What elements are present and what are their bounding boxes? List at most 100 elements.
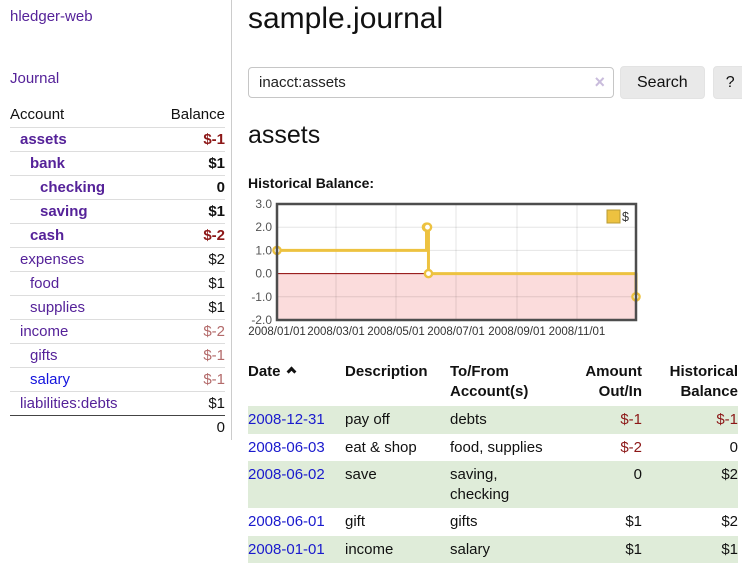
historical-balance-chart: 3.0 2.0 1.0 0.0 -1.0 -2.0 2008/01/01 2008/03/01… — [248, 197, 742, 344]
tx-date-link[interactable]: 2008-06-02 — [248, 466, 325, 483]
account-balance: $-2 — [152, 223, 225, 248]
tx-accounts-cell: gifts — [450, 513, 478, 530]
svg-text:2008/05/01: 2008/05/01 — [367, 326, 425, 338]
transaction-row: 2008-06-03 eat & shop food, supplies $-2 0 — [248, 434, 738, 462]
help-button[interactable]: ? — [712, 66, 742, 99]
balance-col-header: Balance — [170, 106, 225, 123]
svg-text:2008/09/01: 2008/09/01 — [488, 326, 546, 338]
tx-description-cell: income — [345, 540, 394, 558]
account-row: expenses $2 — [10, 247, 225, 272]
account-link[interactable]: saving — [40, 203, 88, 220]
sidebar-item-journal[interactable]: Journal — [10, 70, 60, 87]
page-title: sample.journal — [248, 2, 444, 35]
tx-date-cell: 2008-01-01 — [248, 536, 345, 564]
account-link[interactable]: checking — [40, 179, 106, 196]
main-content: sample.journal × Search ? assets Histori… — [248, 0, 742, 563]
account-link[interactable]: gifts — [30, 347, 58, 364]
account-link[interactable]: supplies — [30, 299, 86, 316]
svg-text:-2.0: -2.0 — [251, 313, 272, 327]
account-row: salary $-1 — [10, 367, 225, 392]
transaction-row: 2008-01-01 income salary $1 $1 — [248, 535, 738, 564]
account-row: liabilities:debts $1 — [10, 391, 225, 416]
tx-date-cell: 2008-06-02 — [248, 461, 345, 508]
account-row: assets $-1 — [10, 127, 225, 152]
account-link[interactable]: liabilities:debts — [20, 395, 118, 412]
accounts-total-row: 0 — [10, 415, 225, 439]
account-link[interactable]: expenses — [20, 251, 85, 268]
tx-description-cell: eat & shop — [345, 438, 417, 456]
transaction-row: 2008-06-02 save saving, checking 0 $2 — [248, 461, 738, 508]
accounts-total-value: 0 — [152, 415, 225, 439]
account-balance: $1 — [152, 295, 225, 320]
svg-text:3.0: 3.0 — [255, 197, 272, 211]
accounts-table-body: assets $-1 bank $1 checking 0 saving $1 cash $-2 e… — [10, 127, 225, 416]
tx-balance-cell: $2 — [721, 513, 738, 530]
account-link[interactable]: food — [30, 275, 60, 292]
svg-text:$: $ — [622, 210, 629, 224]
tx-description-cell: gift — [345, 513, 366, 530]
account-link[interactable]: assets — [20, 131, 67, 148]
account-balance: $1 — [152, 151, 225, 176]
search-input[interactable] — [248, 67, 614, 98]
clear-search-icon[interactable]: × — [594, 72, 605, 92]
tx-col-header[interactable]: Date — [248, 360, 345, 406]
tx-amount-cell: $1 — [625, 513, 642, 530]
account-row: supplies $1 — [10, 295, 225, 320]
account-link[interactable]: cash — [30, 227, 65, 244]
tx-accounts-cell: salary — [450, 540, 491, 558]
accounts-table: Account Balance assets $-1 bank $1 checking 0… — [10, 102, 225, 439]
account-row: gifts $-1 — [10, 343, 225, 368]
brand-link[interactable]: hledger-web — [10, 8, 93, 25]
account-heading: assets — [248, 121, 321, 149]
tx-date-link[interactable]: 2008-06-01 — [248, 513, 325, 530]
account-row: saving $1 — [10, 199, 225, 224]
tx-date-link[interactable]: 2008-06-03 — [248, 438, 325, 456]
svg-text:2.0: 2.0 — [255, 220, 272, 234]
tx-balance-cell: $1 — [721, 540, 738, 558]
account-row: income $-2 — [10, 319, 225, 344]
search-form: × Search ? — [248, 66, 742, 99]
transactions-table: Date Description To/From Account(s) Amount Ou… — [248, 360, 738, 563]
account-row: cash $-2 — [10, 223, 225, 248]
account-balance: $-1 — [152, 343, 225, 368]
tx-col-header: Description — [345, 363, 428, 380]
tx-col-header: To/From Account(s) — [450, 363, 529, 400]
transaction-row: 2008-06-01 gift gifts $1 $2 — [248, 508, 738, 536]
account-link[interactable]: salary — [30, 371, 71, 388]
account-row: checking 0 — [10, 175, 225, 200]
svg-text:2008/03/01: 2008/03/01 — [307, 326, 365, 338]
account-row: bank $1 — [10, 151, 225, 176]
account-link[interactable]: bank — [30, 155, 66, 172]
tx-description-cell: save — [345, 466, 377, 483]
tx-accounts-cell: food, supplies — [450, 438, 543, 456]
tx-date-cell: 2008-12-31 — [248, 406, 345, 434]
search-input-wrap: × — [248, 67, 614, 98]
account-balance: $-1 — [152, 367, 225, 392]
tx-amount-cell: 0 — [633, 466, 642, 483]
svg-text:1.0: 1.0 — [255, 243, 272, 257]
account-balance: $1 — [152, 271, 225, 296]
account-balance: $-1 — [152, 127, 225, 152]
tx-amount-cell: $-2 — [620, 438, 642, 456]
sidebar: hledger-web Journal Account Balance asse… — [0, 0, 232, 440]
account-balance: $2 — [152, 247, 225, 272]
accounts-col-header: Account — [10, 106, 65, 123]
tx-date-link[interactable]: 2008-01-01 — [248, 540, 325, 558]
tx-accounts-cell: debts — [450, 411, 487, 428]
account-link[interactable]: income — [20, 323, 69, 340]
account-balance: $1 — [152, 199, 225, 224]
svg-text:2008/07/01: 2008/07/01 — [427, 326, 485, 338]
transaction-row: 2008-12-31 pay off debts $-1 $-1 — [248, 406, 738, 434]
spacer-cell — [10, 415, 153, 439]
account-row: food $1 — [10, 271, 225, 296]
tx-col-header: Amount Out/In — [585, 363, 642, 400]
tx-date-link[interactable]: 2008-12-31 — [248, 411, 325, 428]
transactions-table-body: 2008-12-31 pay off debts $-1 $-1 2008-06-03 ea… — [248, 406, 738, 563]
account-balance: $-2 — [152, 319, 225, 344]
transactions-header-row: Date Description To/From Account(s) Amount Ou… — [248, 360, 738, 406]
search-button[interactable]: Search — [620, 66, 705, 99]
account-balance: $1 — [152, 391, 225, 416]
tx-balance-cell: 0 — [729, 438, 738, 456]
